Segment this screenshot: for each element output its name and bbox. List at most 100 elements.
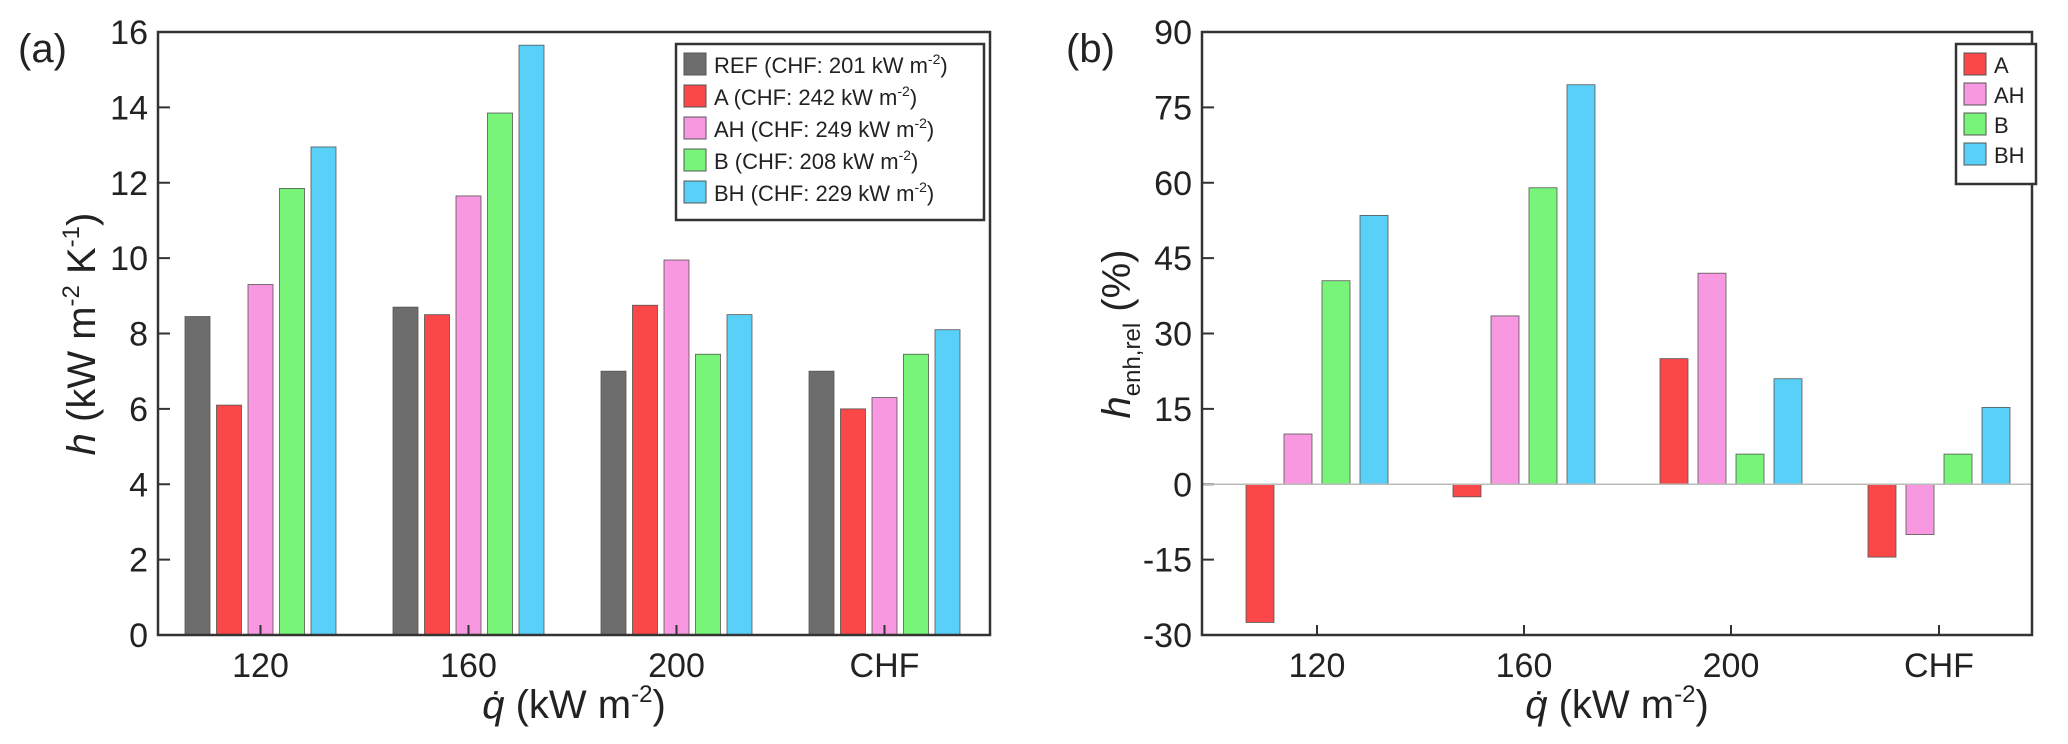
legend-text: AH xyxy=(1994,83,2025,108)
panel-b: (b) -30 -15 0 15 30 45 60 75 90 120 160 200 CHF q̇ … xyxy=(1066,14,2038,727)
legend-text: REF (CHF: 201 kW m xyxy=(714,53,928,78)
bar-bh-120 xyxy=(310,146,337,636)
bar-b-120 xyxy=(279,188,305,636)
bar-ah-120 xyxy=(1283,433,1313,485)
bar-ah-chf xyxy=(1905,483,1935,535)
legend-sup: -2 xyxy=(914,115,927,131)
bar-ah-200 xyxy=(1697,272,1727,485)
bar-ah-160 xyxy=(455,195,482,636)
legend-sup: -2 xyxy=(914,179,927,195)
panel-b-ylabel-sub: enh,rel xyxy=(1119,323,1146,396)
panel-b-xlabel-close: ) xyxy=(1695,683,1708,727)
legend-text: B (CHF: 208 kW m xyxy=(714,149,899,174)
legend-sup: -2 xyxy=(928,51,941,67)
bar-b-200 xyxy=(1735,453,1765,485)
panel-a-ylabel-symbol: h xyxy=(60,433,104,455)
bar-bh-chf xyxy=(1981,406,2011,485)
y-tick-label: 10 xyxy=(110,240,148,278)
legend-label-a: A (CHF: 242 kW m-2) xyxy=(714,83,917,110)
panel-a-ylabel-sup2: -1 xyxy=(58,226,85,247)
legend-sup: -2 xyxy=(897,83,910,99)
bar-bh-160 xyxy=(518,44,545,636)
bar-ah-160 xyxy=(1490,315,1520,485)
legend-swatch-b xyxy=(1963,112,1987,136)
bar-b-160 xyxy=(487,112,513,636)
x-tick-label: 200 xyxy=(1703,647,1760,685)
bar-a-chf xyxy=(1867,483,1897,558)
x-tick-label: 200 xyxy=(648,647,705,685)
bar-a-chf xyxy=(840,408,866,636)
panel-b-frame xyxy=(1200,30,2034,637)
y-tick-label: 75 xyxy=(1154,89,1192,127)
bar-bh-120 xyxy=(1359,215,1389,485)
y-tick-label: 0 xyxy=(129,617,148,655)
legend-label-a: A xyxy=(1994,53,2009,78)
bar-ah-120 xyxy=(247,284,274,636)
x-tick-label: 160 xyxy=(440,647,497,685)
legend-sup: -2 xyxy=(899,147,912,163)
legend-label-bh: BH (CHF: 229 kW m-2) xyxy=(714,179,934,206)
panel-b-ylabel-symbol: h xyxy=(1095,396,1139,418)
legend-close: ) xyxy=(927,181,934,206)
panel-b-legend: A AH B BH xyxy=(1954,42,2038,186)
x-tick-label: 120 xyxy=(232,647,289,685)
y-tick-label: 6 xyxy=(129,391,148,429)
bar-a-120 xyxy=(1245,483,1275,623)
panel-b-ylabel-text: (%) xyxy=(1095,250,1139,323)
y-tick-label: 4 xyxy=(129,466,148,504)
bar-b-160 xyxy=(1528,187,1558,485)
panel-a-ylabel-mid: K xyxy=(60,247,104,285)
legend-swatch-ah xyxy=(683,116,707,140)
panel-a-xlabel-symbol: q̇ xyxy=(482,683,504,727)
panel-a-y-axis-label: h (kW m-2 K-1) xyxy=(58,213,104,456)
legend-close: ) xyxy=(927,117,934,142)
bar-ah-200 xyxy=(663,259,690,636)
legend-label-ah: AH xyxy=(1994,83,2025,108)
legend-swatch-ah xyxy=(1963,82,1987,106)
legend-text: BH (CHF: 229 kW m xyxy=(714,181,914,206)
bar-b-120 xyxy=(1321,280,1351,485)
panel-b-x-ticks: 120 160 200 CHF xyxy=(1289,625,1974,685)
panel-b-xlabel-text: (kW m xyxy=(1547,683,1674,727)
y-tick-label: 2 xyxy=(129,542,148,580)
y-tick-label: 30 xyxy=(1154,316,1192,354)
legend-label-ah: AH (CHF: 249 kW m-2) xyxy=(714,115,934,142)
bar-bh-200 xyxy=(726,314,753,636)
bar-a-160 xyxy=(424,314,450,636)
legend-swatch-a xyxy=(1963,52,1987,76)
x-tick-label: CHF xyxy=(850,647,920,685)
x-tick-label: 120 xyxy=(1289,647,1346,685)
legend-text: A xyxy=(1994,53,2009,78)
legend-text: B xyxy=(1994,113,2009,138)
panel-a-label: (a) xyxy=(18,27,67,71)
panel-b-label: (b) xyxy=(1066,27,1115,71)
panel-a-frame xyxy=(156,30,992,637)
y-tick-label: 0 xyxy=(1173,466,1192,504)
legend-swatch-b xyxy=(683,148,707,172)
y-tick-label: -15 xyxy=(1143,542,1192,580)
y-tick-label: 45 xyxy=(1154,240,1192,278)
panel-a-x-axis-label: q̇ (kW m-2) xyxy=(482,681,666,727)
legend-label-b: B (CHF: 208 kW m-2) xyxy=(714,147,918,174)
panel-a-xlabel-text: (kW m xyxy=(504,683,631,727)
panel-a-ylabel-text: (kW m xyxy=(60,306,104,433)
legend-swatch-bh xyxy=(1963,142,1987,166)
legend-swatch-bh xyxy=(683,180,707,204)
panel-a-ylabel-close: ) xyxy=(60,213,104,226)
legend-text: BH xyxy=(1994,143,2025,168)
legend-label-b: B xyxy=(1994,113,2009,138)
x-tick-label: CHF xyxy=(1904,647,1974,685)
bar-b-200 xyxy=(695,353,721,636)
bar-ref-120 xyxy=(184,316,211,636)
bar-ref-chf xyxy=(808,370,835,636)
legend-close: ) xyxy=(911,149,918,174)
bar-ah-chf xyxy=(871,397,898,636)
y-tick-label: 8 xyxy=(129,316,148,354)
legend-label-bh: BH xyxy=(1994,143,2025,168)
legend-close: ) xyxy=(940,53,947,78)
panel-b-xlabel-sup: -2 xyxy=(1674,681,1695,708)
bar-bh-160 xyxy=(1566,84,1596,485)
legend-swatch-a xyxy=(683,84,707,108)
